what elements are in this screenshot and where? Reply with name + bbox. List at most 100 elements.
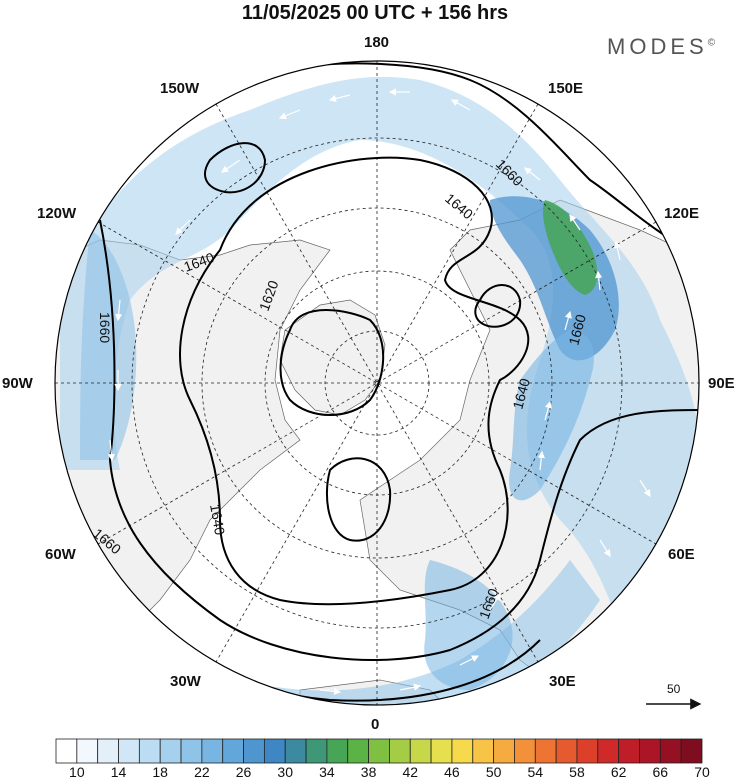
lon-label-120w: 120W [37, 205, 77, 222]
colorbar-swatch [472, 738, 495, 764]
meridian-150w-30e [215, 103, 539, 663]
colorbar-tick-label: 38 [360, 764, 377, 780]
meridian-120e-60w [97, 221, 657, 545]
colorbar-swatch [409, 738, 432, 764]
colorbar-swatch [76, 738, 99, 764]
colorbar-swatch [284, 738, 307, 764]
wind-arrow [569, 214, 581, 231]
colorbar-tick-label: 54 [527, 764, 544, 780]
jet-band-west-coast [80, 230, 137, 460]
wind-arrow [107, 439, 115, 462]
colorbar-swatch [201, 738, 224, 764]
wind-arrow [278, 109, 301, 120]
contour-1620-polar [279, 309, 385, 416]
colorbar-ticks: 10 14 18 22 26 30 34 38 42 46 50 54 58 62 66 70 [0, 764, 750, 782]
wind-speed-shading [55, 76, 699, 705]
colorbar-swatch [118, 738, 140, 764]
lon-label-60e: 60E [668, 546, 695, 563]
map-border [54, 60, 700, 706]
polar-map: 1620 1640 1640 1640 1640 1660 1660 1660 … [54, 60, 702, 710]
colorbar-tick-label: 58 [569, 764, 585, 780]
colorbar-swatch [618, 738, 640, 764]
colorbar-swatch [493, 738, 515, 764]
colorbar-swatch [222, 738, 244, 764]
contour-label: 1640 [207, 503, 228, 537]
wind-arrow [599, 539, 611, 558]
colorbar-tick-label: 22 [194, 764, 210, 780]
colorbar-tick-label: 46 [444, 764, 460, 780]
colorbar-tick-label: 26 [235, 764, 252, 780]
wind-arrow [544, 400, 552, 421]
colorbar-swatch [389, 738, 411, 764]
graticule [55, 61, 699, 705]
contour-1640-main [179, 156, 530, 606]
wind-arrow [399, 683, 422, 691]
wind-arrow [613, 240, 621, 261]
wind-arrow [537, 450, 545, 471]
brand-mark: © [707, 37, 720, 49]
lon-label-120e: 120E [664, 205, 700, 222]
brand-name: MODES [607, 34, 708, 59]
colorbar-swatch [597, 738, 620, 764]
lon-label-30e: 30E [549, 673, 576, 690]
colorbar-tick-label: 34 [319, 764, 335, 780]
jet-band-europe [424, 560, 513, 690]
colorbar-swatch [639, 738, 661, 764]
colorbar-tick-label: 30 [277, 764, 294, 780]
brand-logo: MODES© [607, 34, 719, 60]
jet-core-kamchatka [490, 196, 619, 361]
lon-label-30w: 30W [170, 673, 201, 690]
colorbar-swatch [243, 738, 265, 764]
reference-vector-label: 50 [667, 682, 681, 696]
lon-label-0: 0 [371, 716, 380, 733]
jet-band-siberia [509, 330, 594, 501]
colorbar-swatch [97, 738, 119, 764]
contour-label: 1660 [565, 312, 589, 346]
colorbar-tick-label: 66 [652, 764, 669, 780]
colorbar-swatch [659, 738, 682, 764]
colorbar-tick-label: 18 [152, 764, 168, 780]
meridian-150e-30w [215, 103, 539, 663]
wind-arrow [595, 270, 603, 291]
chart-title: 11/05/2025 00 UTC + 156 hrs [241, 2, 509, 24]
colorbar-tick-label: 10 [69, 764, 85, 780]
wind-arrow [524, 167, 541, 181]
contour-label: 1660 [97, 312, 113, 343]
contour-1640-low-pacific [204, 142, 267, 194]
map-disc: 1620 1640 1640 1640 1640 1660 1660 1660 … [55, 61, 699, 705]
colorbar-swatch [138, 738, 161, 764]
colorbar-swatch [534, 738, 557, 764]
lon-label-150e: 150E [548, 80, 584, 97]
colorbar-swatch [180, 738, 203, 764]
lon-label-150w: 150W [160, 80, 200, 97]
wind-arrow [328, 94, 351, 103]
colorbar-tick-label: 70 [694, 764, 710, 780]
wind-arrow [459, 655, 480, 666]
colorbar-swatch [430, 738, 453, 764]
colorbar-swatch [347, 738, 369, 764]
lon-label-180: 180 [364, 34, 390, 51]
wind-arrow [450, 99, 471, 111]
colorbar-tick-label: 50 [485, 764, 502, 780]
lon-label-90e: 90E [708, 375, 735, 392]
wind-arrow [639, 479, 651, 498]
colorbar-swatch [368, 738, 390, 764]
colorbar-swatch [576, 738, 599, 764]
wind-arrow [319, 687, 342, 695]
colorbar-swatch [263, 738, 286, 764]
meridian-120w-60e [97, 221, 657, 545]
colorbar-swatch [305, 738, 328, 764]
contour-1640-low-atlantic [326, 457, 392, 542]
wind-arrow [489, 592, 501, 611]
colorbar-tick-label: 42 [402, 764, 419, 780]
colorbar-swatch [55, 738, 78, 764]
colorbar-swatch [555, 738, 578, 764]
colorbar-swatch [514, 738, 536, 764]
colorbar [55, 738, 703, 764]
colorbar-swatch [326, 738, 349, 764]
wind-arrow [175, 219, 191, 235]
jet-max-kamchatka [542, 200, 598, 295]
colorbar-swatch [680, 738, 703, 764]
lon-label-60w: 60W [45, 546, 76, 563]
wind-arrow [239, 669, 262, 678]
